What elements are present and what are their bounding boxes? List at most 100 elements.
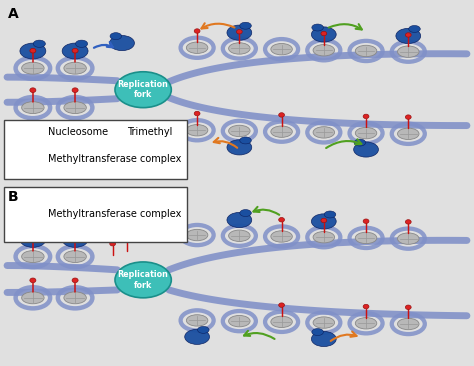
Ellipse shape xyxy=(75,228,88,236)
Ellipse shape xyxy=(64,102,86,113)
Ellipse shape xyxy=(271,126,292,137)
Circle shape xyxy=(72,88,78,93)
Ellipse shape xyxy=(75,40,88,47)
Ellipse shape xyxy=(64,251,86,262)
Text: Methyltransferase complex: Methyltransferase complex xyxy=(48,154,182,164)
Ellipse shape xyxy=(356,232,377,244)
Ellipse shape xyxy=(271,44,292,55)
Ellipse shape xyxy=(313,127,335,138)
Ellipse shape xyxy=(198,326,209,333)
Ellipse shape xyxy=(20,43,46,59)
Ellipse shape xyxy=(64,62,86,74)
Ellipse shape xyxy=(324,211,336,218)
Ellipse shape xyxy=(110,33,122,40)
Circle shape xyxy=(30,237,36,242)
Ellipse shape xyxy=(228,43,250,54)
Circle shape xyxy=(405,220,411,224)
FancyBboxPatch shape xyxy=(4,120,187,179)
Ellipse shape xyxy=(311,27,336,42)
Ellipse shape xyxy=(186,229,208,241)
Text: Methyltransferase complex: Methyltransferase complex xyxy=(48,209,182,219)
Circle shape xyxy=(279,217,284,222)
FancyBboxPatch shape xyxy=(4,187,187,242)
Ellipse shape xyxy=(356,45,377,57)
Ellipse shape xyxy=(271,316,292,328)
Circle shape xyxy=(124,238,129,242)
Ellipse shape xyxy=(228,125,250,137)
Circle shape xyxy=(405,115,411,119)
Ellipse shape xyxy=(313,232,335,243)
Ellipse shape xyxy=(227,25,252,40)
Ellipse shape xyxy=(186,315,208,326)
Ellipse shape xyxy=(240,210,251,217)
Ellipse shape xyxy=(185,329,210,344)
Ellipse shape xyxy=(18,127,38,137)
Ellipse shape xyxy=(228,315,250,327)
Text: Trimethyl: Trimethyl xyxy=(127,127,172,137)
Circle shape xyxy=(405,305,411,310)
Circle shape xyxy=(363,114,369,119)
Text: Nucleosome: Nucleosome xyxy=(48,127,109,137)
Circle shape xyxy=(72,237,78,242)
Ellipse shape xyxy=(22,62,44,74)
Ellipse shape xyxy=(109,36,135,51)
Ellipse shape xyxy=(62,43,88,59)
Ellipse shape xyxy=(398,318,419,330)
Circle shape xyxy=(30,278,36,283)
Ellipse shape xyxy=(240,137,251,144)
Ellipse shape xyxy=(64,292,86,304)
Circle shape xyxy=(194,29,200,33)
Circle shape xyxy=(194,111,200,116)
Ellipse shape xyxy=(17,152,39,166)
Ellipse shape xyxy=(115,262,171,298)
Ellipse shape xyxy=(20,231,46,247)
Circle shape xyxy=(321,31,327,36)
Ellipse shape xyxy=(28,149,39,156)
Ellipse shape xyxy=(17,208,39,221)
Ellipse shape xyxy=(356,318,377,329)
Circle shape xyxy=(321,218,327,223)
Ellipse shape xyxy=(313,317,335,328)
Text: Replication
fork: Replication fork xyxy=(118,270,169,290)
Ellipse shape xyxy=(33,228,46,236)
Ellipse shape xyxy=(396,28,420,44)
Ellipse shape xyxy=(22,251,44,262)
Circle shape xyxy=(30,88,36,93)
Text: Replication
fork: Replication fork xyxy=(118,80,169,100)
Circle shape xyxy=(363,219,369,223)
Ellipse shape xyxy=(28,205,39,211)
Ellipse shape xyxy=(115,72,171,108)
Circle shape xyxy=(363,305,369,309)
Circle shape xyxy=(279,113,284,117)
Ellipse shape xyxy=(227,212,252,228)
Ellipse shape xyxy=(186,124,208,136)
Ellipse shape xyxy=(313,45,335,56)
Ellipse shape xyxy=(311,331,336,347)
Ellipse shape xyxy=(398,233,419,244)
Text: B: B xyxy=(8,190,18,204)
Ellipse shape xyxy=(227,140,252,155)
Ellipse shape xyxy=(356,127,377,139)
Ellipse shape xyxy=(409,26,420,33)
Circle shape xyxy=(237,30,242,34)
Circle shape xyxy=(279,303,284,307)
Ellipse shape xyxy=(228,230,250,242)
Circle shape xyxy=(30,48,36,53)
Ellipse shape xyxy=(62,231,88,247)
Ellipse shape xyxy=(271,231,292,242)
Ellipse shape xyxy=(312,329,323,336)
Ellipse shape xyxy=(311,214,336,229)
Text: A: A xyxy=(8,7,19,21)
Ellipse shape xyxy=(398,46,419,57)
Circle shape xyxy=(72,48,78,53)
Circle shape xyxy=(110,242,116,246)
Circle shape xyxy=(405,33,411,37)
Ellipse shape xyxy=(33,40,46,47)
Ellipse shape xyxy=(354,142,378,157)
Ellipse shape xyxy=(22,292,44,304)
Ellipse shape xyxy=(354,139,365,146)
Ellipse shape xyxy=(312,24,323,31)
Ellipse shape xyxy=(240,22,251,29)
Circle shape xyxy=(115,126,120,130)
Circle shape xyxy=(72,278,78,283)
